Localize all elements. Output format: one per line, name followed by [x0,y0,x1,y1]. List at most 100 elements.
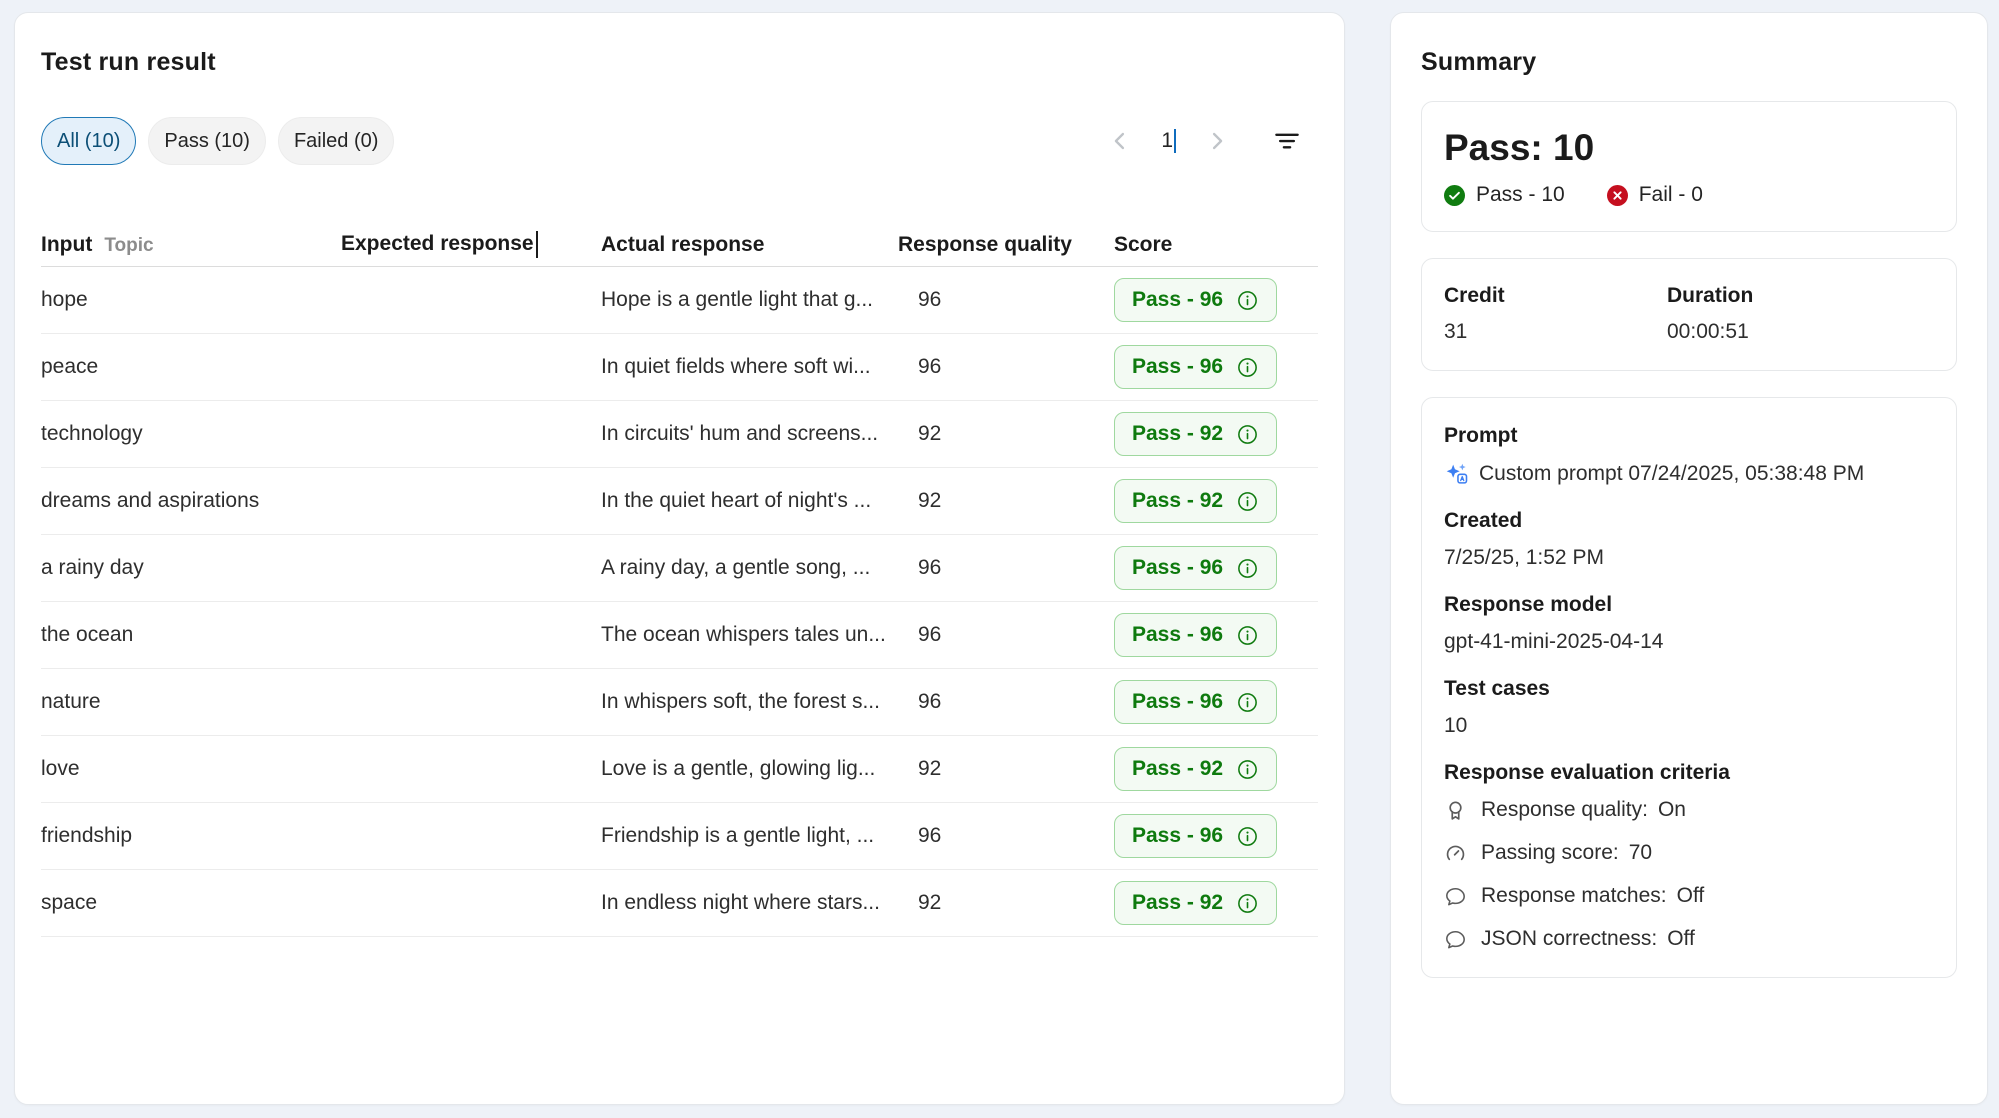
table-row[interactable]: hope Hope is a gentle light that g... 96… [41,267,1318,334]
table-row[interactable]: friendship Friendship is a gentle light,… [41,803,1318,870]
score-badge[interactable]: Pass - 96 [1114,546,1278,590]
pass-headline: Pass: 10 [1444,127,1595,168]
info-icon[interactable] [1236,892,1259,915]
fail-status: Fail - 0 [1606,183,1703,207]
cell-input: technology [41,422,143,445]
cell-input: dreams and aspirations [41,489,260,512]
cell-response-quality: 96 [918,355,942,378]
filter-pill-all[interactable]: All (10) [41,117,137,165]
info-icon[interactable] [1236,691,1259,714]
info-icon[interactable] [1236,624,1259,647]
table-row[interactable]: a rainy day A rainy day, a gentle song, … [41,535,1318,602]
column-header-expected-response[interactable]: Expected response [341,231,601,258]
info-icon[interactable] [1236,423,1259,446]
filter-button[interactable] [1270,124,1304,158]
score-badge[interactable]: Pass - 96 [1114,345,1278,389]
filter-pill-failed[interactable]: Failed (0) [277,117,395,165]
cell-actual-response: A rainy day, a gentle song, ... [601,556,871,579]
column-header-response-quality: Response quality [898,232,1072,256]
score-badge[interactable]: Pass - 96 [1114,613,1278,657]
created-value: 7/25/25, 1:52 PM [1444,546,1604,569]
cell-score: Pass - 92 [1114,881,1318,925]
cell-actual-response: Hope is a gentle light that g... [601,288,874,311]
prompt-value-row: Custom prompt 07/24/2025, 05:38:48 PM [1444,461,1934,486]
created-section: Created 7/25/25, 1:52 PM [1444,509,1934,570]
column-header-topic-label: Topic [104,234,154,256]
column-header-input: Input Topic [41,233,341,257]
table-row[interactable]: space In endless night where stars... 92… [41,870,1318,937]
criteria-response-quality-label: Response quality: [1481,798,1648,821]
summary-stats-card: Credit Duration 31 00:00:51 [1421,258,1957,371]
column-header-score: Score [1114,232,1173,256]
score-badge[interactable]: Pass - 96 [1114,680,1278,724]
page-title: Test run result [41,48,216,76]
next-page-button[interactable] [1202,126,1232,156]
filter-pill-pass[interactable]: Pass (10) [148,117,266,165]
criteria-response-matches: Response matches: Off [1444,884,1934,908]
info-icon[interactable] [1236,758,1259,781]
test-run-result-panel: Test run result All (10) Pass (10) Faile… [14,12,1345,1105]
score-badge[interactable]: Pass - 92 [1114,479,1278,523]
cell-score: Pass - 96 [1114,278,1318,322]
cell-score: Pass - 92 [1114,747,1318,791]
cell-actual-response: In quiet fields where soft wi... [601,355,871,378]
text-caret [535,231,538,258]
score-badge[interactable]: Pass - 96 [1114,278,1278,322]
table-row[interactable]: peace In quiet fields where soft wi... 9… [41,334,1318,401]
score-badge[interactable]: Pass - 92 [1114,747,1278,791]
page-number-input[interactable]: 1 [1161,129,1176,153]
cell-actual-response: Love is a gentle, glowing lig... [601,757,876,780]
prev-page-button[interactable] [1105,126,1135,156]
info-icon[interactable] [1236,356,1259,379]
criteria-response-matches-value: Off [1676,884,1705,907]
criteria-passing-score-label: Passing score: [1481,841,1619,864]
cell-response-quality: 92 [918,891,942,914]
ribbon-icon [1449,801,1462,820]
response-model-section: Response model gpt-41-mini-2025-04-14 [1444,593,1934,654]
criteria-json-correctness: JSON correctness: Off [1444,927,1934,951]
info-icon[interactable] [1236,557,1259,580]
criteria-passing-score: Passing score: 70 [1444,841,1934,865]
gauge-icon [1446,845,1465,860]
cell-score: Pass - 92 [1114,412,1318,456]
score-badge-label: Pass - 96 [1132,355,1224,378]
cell-actual-response: The ocean whispers tales un... [601,623,886,646]
score-badge-label: Pass - 92 [1132,489,1224,512]
score-badge[interactable]: Pass - 96 [1114,814,1278,858]
cell-actual-response: In endless night where stars... [601,891,880,914]
table-row[interactable]: nature In whispers soft, the forest s...… [41,669,1318,736]
score-badge[interactable]: Pass - 92 [1114,881,1278,925]
cell-response-quality: 92 [918,757,942,780]
page-number-value: 1 [1161,129,1173,152]
table-row[interactable]: dreams and aspirations In the quiet hear… [41,468,1318,535]
prompt-label: Prompt [1444,424,1518,447]
comment-icon [1446,930,1465,948]
score-badge-label: Pass - 96 [1132,288,1224,311]
criteria-json-correctness-value: Off [1667,927,1695,950]
pass-status: Pass - 10 [1444,183,1565,207]
table-row[interactable]: technology In circuits' hum and screens.… [41,401,1318,468]
credit-label: Credit [1444,284,1505,307]
status-row: Pass - 10 Fail - 0 [1444,183,1934,207]
cell-score: Pass - 96 [1114,613,1318,657]
test-cases-section: Test cases 10 [1444,677,1934,738]
duration-value: 00:00:51 [1667,320,1749,343]
cell-response-quality: 92 [918,489,942,512]
info-icon[interactable] [1236,289,1259,312]
criteria-section: Response evaluation criteria Response qu… [1444,761,1934,951]
cell-input: a rainy day [41,556,144,579]
score-badge-label: Pass - 92 [1132,891,1224,914]
table-row[interactable]: the ocean The ocean whispers tales un...… [41,602,1318,669]
score-badge-label: Pass - 96 [1132,556,1224,579]
cell-score: Pass - 92 [1114,479,1318,523]
info-icon[interactable] [1236,490,1259,513]
summary-panel: Summary Pass: 10 Pass - 10 Fail - 0 Cred… [1390,12,1988,1105]
cell-actual-response: In whispers soft, the forest s... [601,690,880,713]
credit-value: 31 [1444,320,1468,343]
table-row[interactable]: love Love is a gentle, glowing lig... 92… [41,736,1318,803]
cell-input: space [41,891,98,914]
info-icon[interactable] [1236,825,1259,848]
score-badge-label: Pass - 92 [1132,422,1224,445]
cell-input: friendship [41,824,133,847]
score-badge[interactable]: Pass - 92 [1114,412,1278,456]
